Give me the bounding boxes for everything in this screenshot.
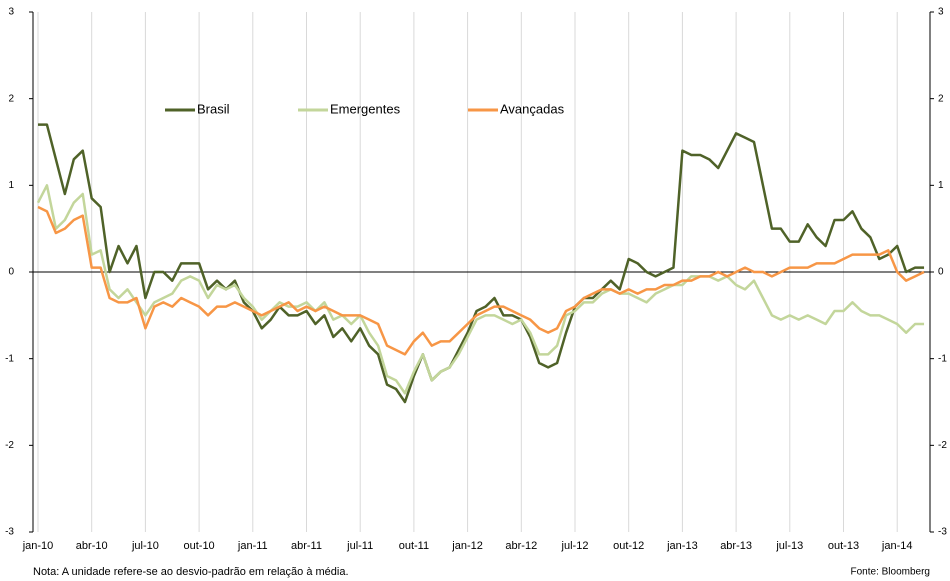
x-tick-label: abr-12 (505, 540, 537, 552)
series-line (37, 205, 925, 356)
x-tick-label: abr-10 (76, 540, 108, 552)
y2-tick-label: -3 (938, 527, 947, 538)
y-tick-label: -3 (5, 527, 14, 538)
x-tick-label: jul-11 (346, 540, 373, 552)
y-tick-label: 0 (8, 267, 14, 278)
y2-tick-label: -1 (938, 353, 947, 364)
y2-tick-label: -2 (938, 440, 947, 451)
x-tick-label: abr-11 (291, 540, 322, 552)
x-tick-label: abr-13 (720, 540, 752, 552)
y2-tick-label: 3 (938, 7, 944, 18)
x-tick-label: jul-12 (561, 540, 589, 552)
x-tick-label: jan-14 (881, 540, 913, 552)
y-tick-label: 1 (8, 180, 14, 191)
source: Fonte: Bloomberg (851, 567, 931, 578)
y2-tick-label: 0 (938, 267, 944, 278)
series-line (38, 123, 925, 404)
note: Nota: A unidade refere-se ao desvio-padr… (33, 566, 349, 578)
x-tick-label: out-12 (613, 540, 644, 552)
x-tick-label: jan-13 (666, 540, 698, 552)
series-line (36, 184, 925, 395)
legend-label: Avançadas (500, 101, 565, 116)
y-tick-label: 3 (8, 7, 14, 18)
y2-tick-label: 2 (938, 93, 944, 104)
y-tick-label: -1 (5, 353, 14, 364)
x-tick-label: jul-10 (131, 540, 159, 552)
y-tick-label: -2 (5, 440, 14, 451)
y-tick-label: 2 (8, 93, 14, 104)
x-tick-label: jan-11 (237, 540, 268, 552)
x-tick-label: out-13 (828, 540, 859, 552)
x-tick-label: out-10 (183, 540, 214, 552)
legend-label: Brasil (197, 101, 230, 116)
y2-tick-label: 1 (938, 180, 944, 191)
x-tick-label: jan-12 (451, 540, 483, 552)
x-tick-label: out-11 (399, 540, 429, 552)
x-tick-label: jul-13 (775, 540, 803, 552)
x-tick-label: jan-10 (22, 540, 54, 552)
legend-label: Emergentes (330, 101, 401, 116)
